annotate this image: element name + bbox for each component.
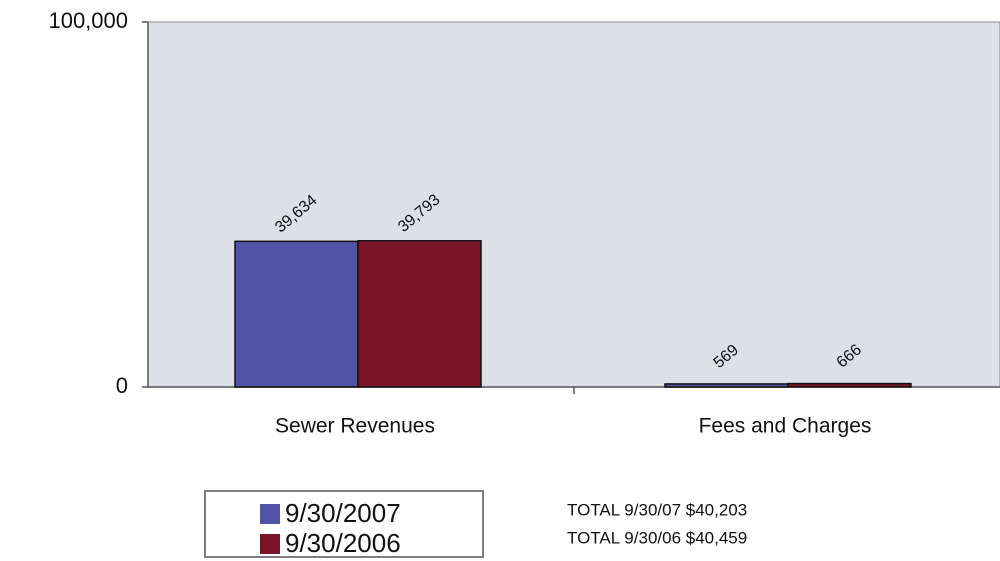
legend-label: 9/30/2007	[285, 498, 401, 528]
y-tick-label: 100,000	[48, 8, 128, 33]
x-tick-label: Sewer Revenues	[275, 415, 435, 438]
annotation: TOTAL 9/30/06 $40,459	[567, 528, 747, 547]
bar	[234, 240, 359, 388]
legend-swatch	[260, 534, 280, 554]
annotation: TOTAL 9/30/07 $40,203	[567, 500, 747, 519]
legend-box	[204, 490, 484, 558]
legend-label: 9/30/2006	[285, 528, 401, 558]
legend-swatch	[260, 504, 280, 524]
bar	[357, 240, 482, 388]
y-tick-label: 0	[116, 373, 128, 398]
x-tick-label: Fees and Charges	[699, 415, 872, 438]
bar	[664, 383, 789, 388]
bar	[787, 382, 912, 388]
